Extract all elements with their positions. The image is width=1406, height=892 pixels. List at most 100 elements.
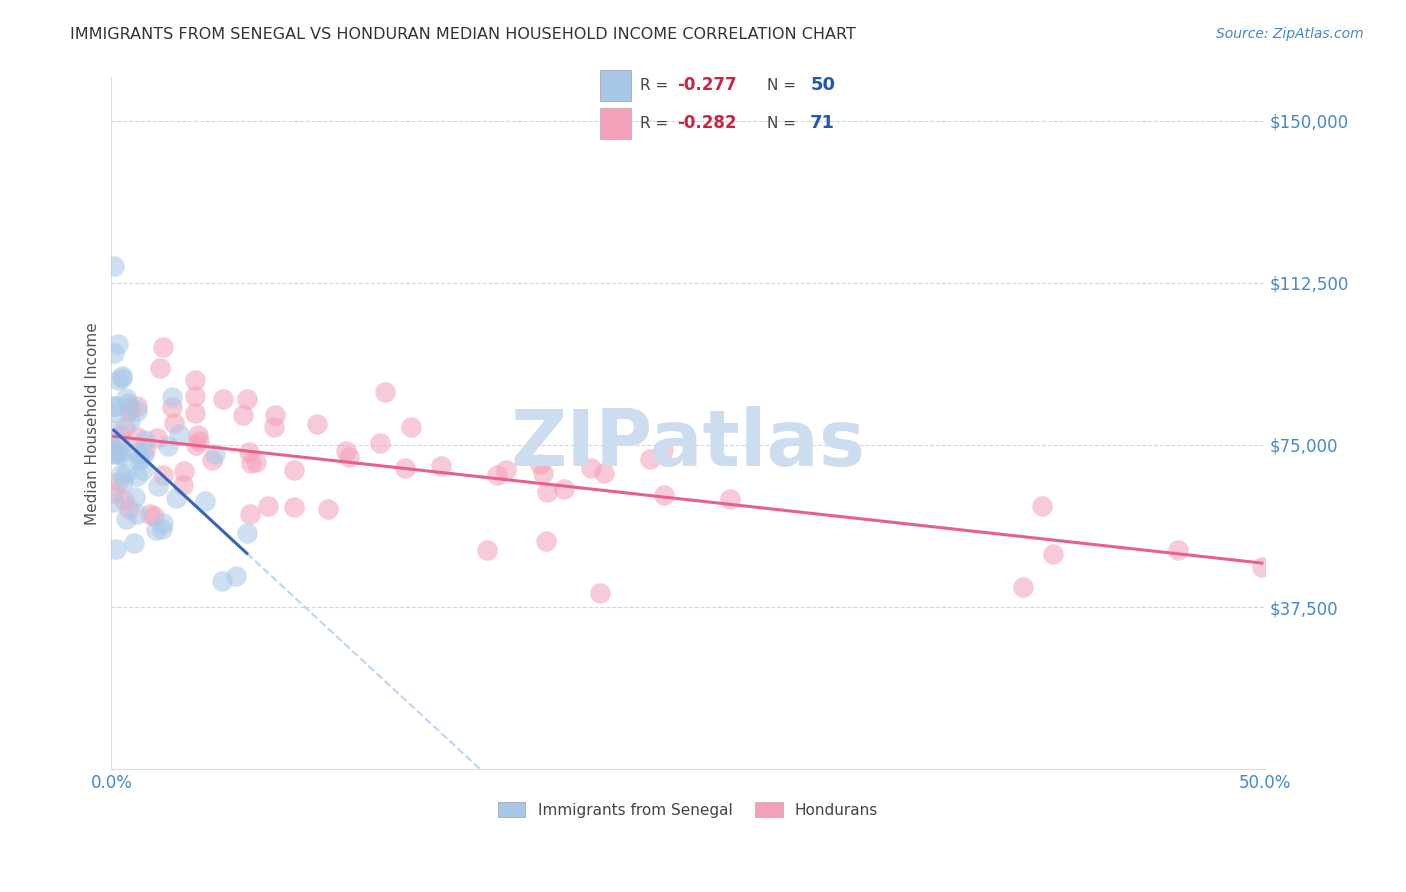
Point [103,399,125,413]
Point [107,438,129,452]
Point [374,384,396,399]
Point [127,404,149,418]
Point [111,448,134,462]
Point [105,446,128,460]
Point [122,535,145,549]
Point [103,447,125,461]
Point [430,458,453,473]
Point [105,542,128,557]
Point [112,493,135,508]
Point [108,429,131,443]
Point [536,485,558,500]
Point [184,389,207,403]
Y-axis label: Median Household Income: Median Household Income [86,322,100,524]
Point [337,450,360,464]
Point [104,399,127,413]
Point [125,469,148,483]
Point [120,414,142,428]
Point [156,439,179,453]
Point [399,419,422,434]
Point [134,447,156,461]
Point [1250,559,1272,574]
Point [318,502,340,516]
Point [1167,542,1189,557]
Text: IMMIGRANTS FROM SENEGAL VS HONDURAN MEDIAN HOUSEHOLD INCOME CORRELATION CHART: IMMIGRANTS FROM SENEGAL VS HONDURAN MEDI… [70,27,856,42]
Text: 71: 71 [810,114,835,132]
Point [111,475,134,489]
Point [477,542,499,557]
Point [1031,500,1053,514]
Point [108,446,131,460]
Point [183,406,205,420]
Point [283,500,305,515]
Text: -0.282: -0.282 [678,114,737,132]
Point [146,478,169,492]
Point [368,435,391,450]
Point [125,507,148,521]
Point [239,507,262,521]
Point [111,369,134,384]
Point [163,416,186,430]
Point [201,453,224,467]
Point [204,447,226,461]
Point [718,492,741,507]
Point [236,526,259,541]
Point [114,512,136,526]
Point [236,392,259,406]
Point [184,438,207,452]
Point [264,409,287,423]
Point [127,430,149,444]
Point [335,443,357,458]
Point [110,467,132,482]
Point [305,417,328,432]
Point [283,463,305,477]
Point [652,442,675,457]
Point [257,499,280,513]
Point [187,434,209,448]
Point [118,502,141,516]
Point [160,400,183,414]
Point [132,463,155,477]
Point [245,455,267,469]
Point [211,574,233,588]
Point [173,464,195,478]
Point [194,493,217,508]
Point [166,491,188,505]
Point [103,486,125,500]
Point [529,457,551,471]
Point [652,488,675,502]
Text: Source: ZipAtlas.com: Source: ZipAtlas.com [1216,27,1364,41]
Point [107,373,129,387]
Text: 50: 50 [810,77,835,95]
Point [150,522,173,536]
Point [115,391,138,405]
Point [128,452,150,467]
Text: N =: N = [766,78,800,93]
Point [125,399,148,413]
Text: R =: R = [640,78,673,93]
Point [486,467,509,482]
Point [534,533,557,548]
Point [184,373,207,387]
Point [103,260,125,274]
Point [107,475,129,490]
Bar [600,70,631,101]
Point [531,466,554,480]
Point [134,433,156,447]
Point [124,490,146,504]
Point [160,390,183,404]
Point [240,456,263,470]
Point [172,478,194,492]
Point [225,569,247,583]
Point [263,420,285,434]
Point [107,446,129,460]
Point [146,431,169,445]
Point [169,426,191,441]
Point [238,445,260,459]
Point [103,495,125,509]
Point [114,420,136,434]
Point [152,340,174,354]
Point [103,346,125,360]
Text: ZIPatlas: ZIPatlas [510,406,866,483]
Point [134,442,156,457]
